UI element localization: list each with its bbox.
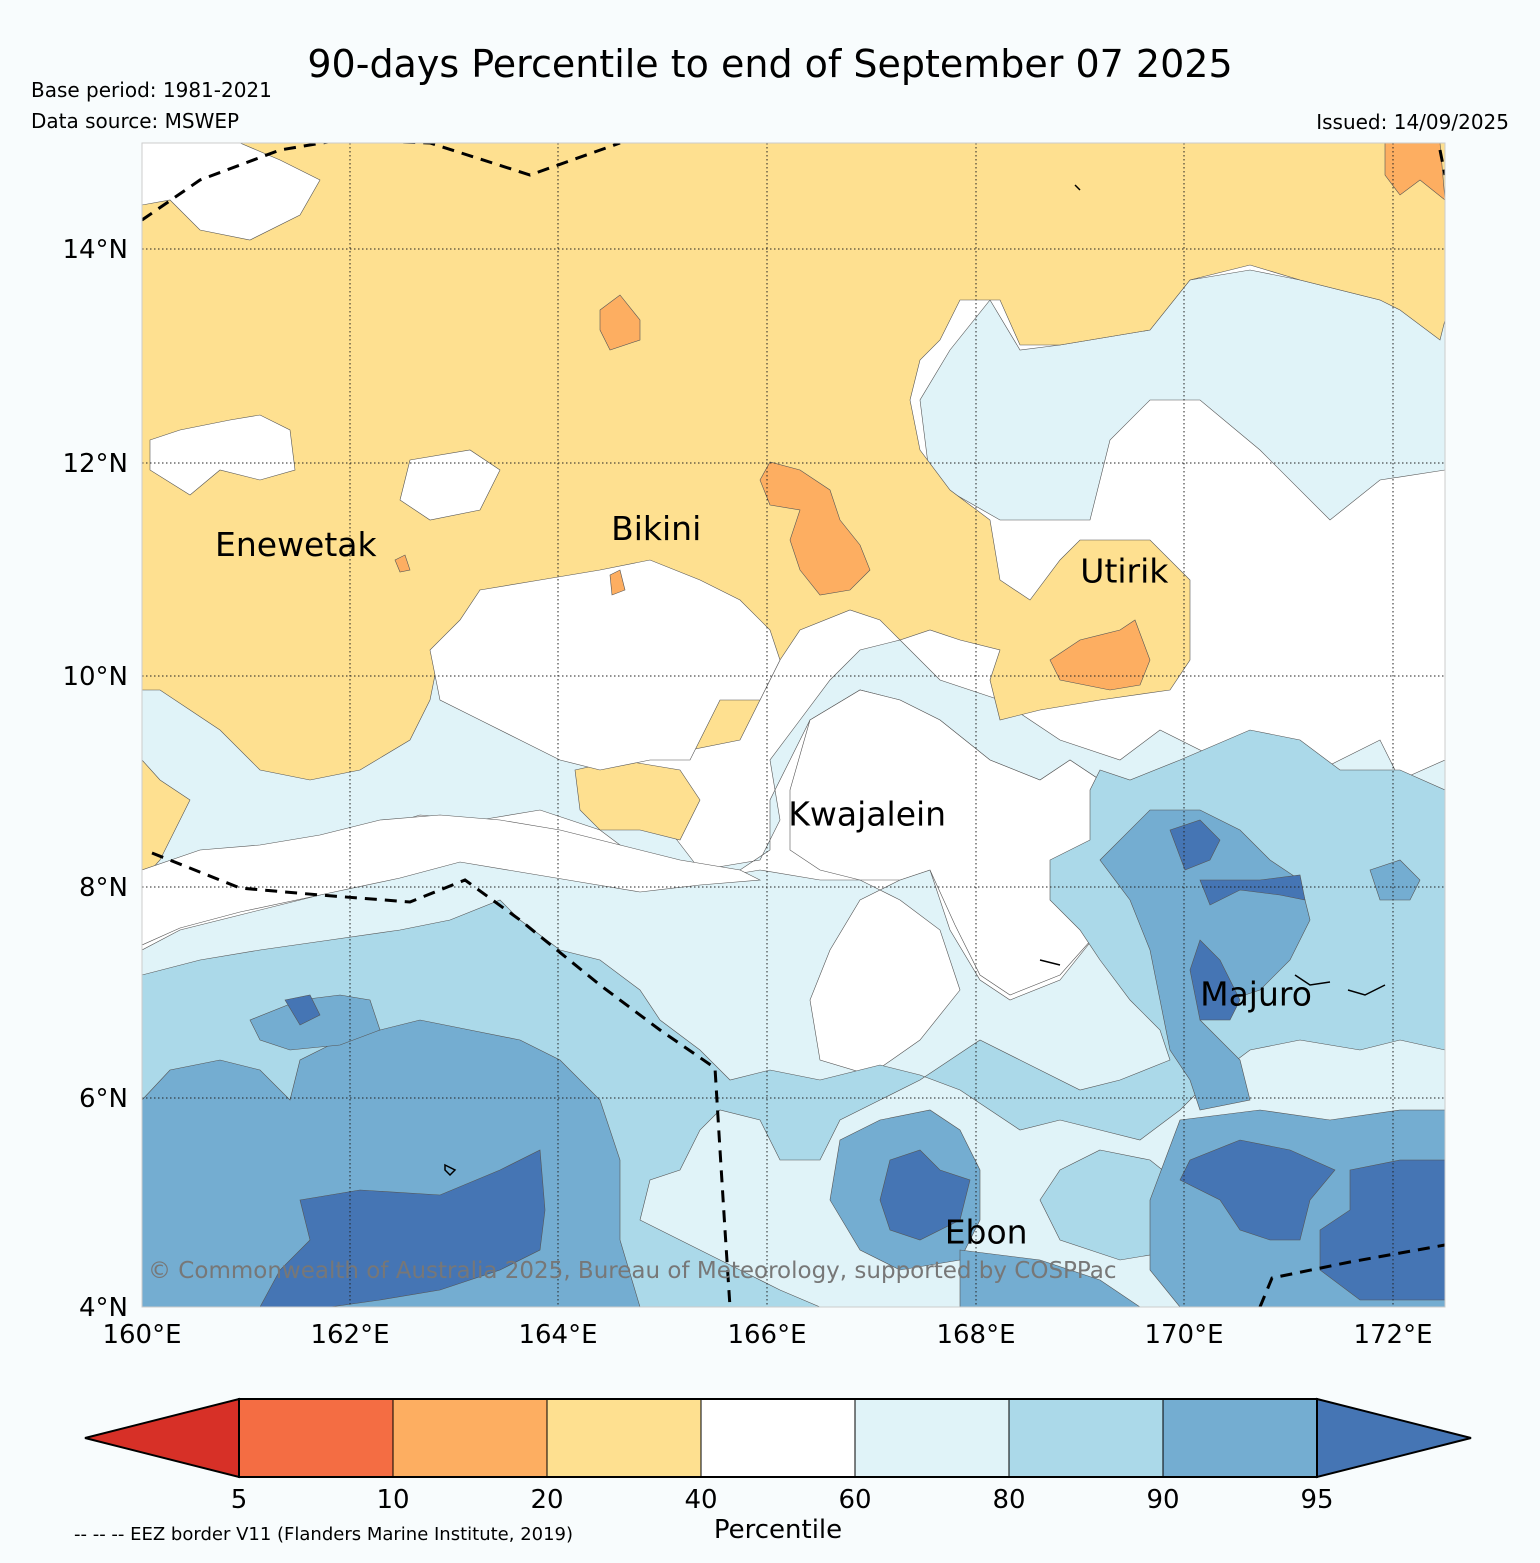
- colorbar-tick-label: 90: [1146, 1485, 1179, 1515]
- colorbar-tick-label: 40: [684, 1485, 717, 1515]
- colorbar-tick-label: 20: [530, 1485, 563, 1515]
- lon-tick-label: 166°E: [727, 1320, 806, 1350]
- lat-tick-label: 6°N: [79, 1084, 128, 1114]
- colorbar-segment: [700, 1398, 856, 1478]
- colorbar-segment: [1162, 1398, 1318, 1478]
- colorbar-segment: [238, 1398, 394, 1478]
- colorbar-tick-label: 10: [376, 1485, 409, 1515]
- colorbar-tick-label: 60: [838, 1485, 871, 1515]
- lat-tick-label: 14°N: [62, 235, 128, 265]
- colorbar: [84, 1397, 1472, 1479]
- place-label-kwajalein: Kwajalein: [788, 795, 946, 834]
- lat-tick-label: 12°N: [62, 449, 128, 479]
- lon-tick-label: 164°E: [518, 1320, 597, 1350]
- place-label-ebon: Ebon: [945, 1213, 1028, 1252]
- place-labels: Enewetak Bikini Utirik Kwajalein Majuro Ebon: [215, 509, 1312, 1252]
- map-area: © Commonwealth of Australia 2025, Bureau…: [142, 143, 1445, 1307]
- colorbar-tick-label: 95: [1300, 1485, 1333, 1515]
- colorbar-low-extension: [84, 1397, 240, 1479]
- lon-axis: 160°E 162°E 164°E 166°E 168°E 170°E 172°…: [102, 1320, 1432, 1350]
- lat-axis: 14°N 12°N 10°N 8°N 6°N 4°N: [62, 235, 128, 1323]
- copyright-text: © Commonwealth of Australia 2025, Bureau…: [148, 1258, 1117, 1284]
- lat-tick-label: 4°N: [79, 1293, 128, 1323]
- lon-tick-label: 160°E: [102, 1320, 181, 1350]
- place-label-majuro: Majuro: [1200, 975, 1312, 1014]
- lon-tick-label: 162°E: [310, 1320, 389, 1350]
- colorbar-ticks: 5 10 20 40 60 80 90 95: [231, 1485, 1334, 1515]
- band-above-95: [259, 819, 1445, 1307]
- map-frame: [141, 142, 1446, 1308]
- lat-tick-label: 8°N: [79, 873, 128, 903]
- page-title: 90-days Percentile to end of September 0…: [307, 42, 1233, 86]
- data-source: Data source: MSWEP: [31, 109, 240, 133]
- band-10-20: [394, 143, 1445, 691]
- graticule: [142, 143, 1445, 1307]
- lat-tick-label: 10°N: [62, 662, 128, 692]
- colorbar-outline: [238, 1398, 1318, 1478]
- band-20-40: [142, 143, 1445, 881]
- place-label-bikini: Bikini: [611, 509, 701, 548]
- place-label-enewetak: Enewetak: [215, 525, 378, 564]
- colorbar-label: Percentile: [714, 1515, 842, 1545]
- issued-date: Issued: 14/09/2025: [1316, 110, 1509, 134]
- eez-note: -- -- -- EEZ border V11 (Flanders Marine…: [74, 1524, 573, 1545]
- lon-tick-label: 170°E: [1144, 1320, 1223, 1350]
- colorbar-segment: [1008, 1398, 1164, 1478]
- eez-borders: [142, 143, 1445, 1307]
- lon-tick-label: 168°E: [936, 1320, 1015, 1350]
- colorbar-tick-label: 5: [231, 1485, 248, 1515]
- colorbar-segment: [854, 1398, 1010, 1478]
- colorbar-tick-label: 80: [992, 1485, 1025, 1515]
- white-patches: [142, 143, 1121, 996]
- atoll-outlines: [444, 184, 1386, 1177]
- colorbar-high-extension: [1316, 1397, 1472, 1479]
- base-period: Base period: 1981-2021: [31, 78, 272, 102]
- place-label-utirik: Utirik: [1080, 551, 1169, 590]
- lon-tick-label: 172°E: [1353, 1320, 1432, 1350]
- colorbar-segment: [392, 1398, 548, 1478]
- colorbar-segment: [546, 1398, 702, 1478]
